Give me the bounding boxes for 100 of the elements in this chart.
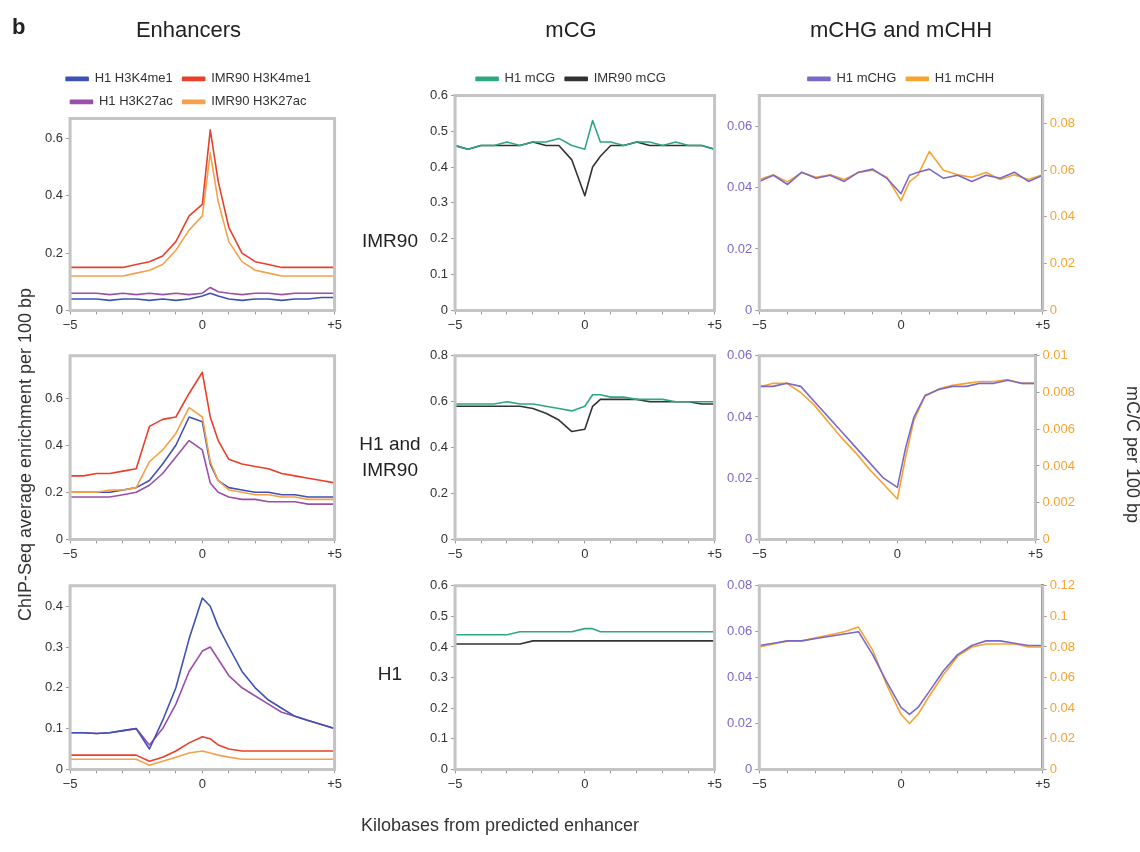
y-tick-label: 0.02	[726, 240, 753, 256]
y-tick-label: 0	[745, 530, 753, 546]
y2-axis-title: mC/C per 100 bp	[1121, 384, 1140, 526]
x-tick-label: 0	[897, 316, 905, 332]
x-tick-label: 0	[581, 775, 589, 791]
y-tick-label: 0.4	[429, 439, 449, 455]
x-tick-label: 0	[198, 545, 206, 561]
y2-tick-label: 0.1	[1049, 607, 1068, 623]
x-tick-label: +5	[707, 316, 722, 332]
x-tick-label: 0	[897, 775, 905, 791]
legend-label: IMR90 mCG	[593, 70, 666, 86]
y-tick-label: 0	[55, 760, 64, 776]
x-tick-label: +5	[1035, 316, 1051, 332]
y-tick-label: 0.02	[726, 715, 753, 731]
y-tick-label: 0.6	[429, 86, 449, 102]
y-tick-label: 0.2	[44, 483, 64, 499]
y-tick-label: 0.1	[429, 266, 449, 282]
x-tick-label: 0	[198, 775, 206, 791]
x-axis-title: Kilobases from predicted enhancer	[359, 815, 641, 836]
legend-label: H1 mCHH	[934, 70, 995, 86]
text: b	[12, 14, 26, 40]
y2-tick-label: 0.06	[1049, 669, 1076, 685]
x-tick-label: +5	[1035, 775, 1051, 791]
y2-tick-label: 0.08	[1049, 638, 1076, 654]
y-tick-label: 0.06	[726, 347, 753, 363]
x-tick-label: +5	[1028, 545, 1043, 561]
y-tick-label: 0	[745, 760, 753, 776]
x-tick-label: −5	[447, 316, 463, 332]
y-tick-label: 0	[440, 530, 449, 546]
y2-tick-label: 0.002	[1042, 494, 1076, 510]
x-tick-label: −5	[751, 316, 767, 332]
x-tick-label: −5	[447, 545, 463, 561]
legend-label: H1 H3K4me1	[94, 70, 173, 86]
text: H1 and IMR90	[358, 432, 422, 482]
y2-tick-label: 0.02	[1049, 730, 1076, 746]
y2-tick-label: 0.006	[1042, 420, 1076, 436]
y-tick-label: 0.6	[429, 577, 449, 593]
x-tick-label: +5	[707, 545, 722, 561]
y-tick-label: 0.04	[726, 669, 753, 685]
y2-tick-label: 0	[1049, 760, 1057, 776]
y-tick-label: 0.4	[429, 638, 449, 654]
y-tick-label: 0.1	[44, 720, 64, 736]
y-axis-title: ChIP-Seq average enrichment per 100 bp	[14, 286, 36, 624]
y2-tick-label: 0.004	[1042, 457, 1076, 473]
legend-label: IMR90 H3K4me1	[211, 70, 311, 86]
y-tick-label: 0.6	[44, 389, 64, 405]
y-tick-label: 0.5	[429, 122, 449, 138]
y-tick-label: 0.08	[726, 577, 753, 593]
x-tick-label: −5	[62, 775, 78, 791]
y-tick-label: 0.4	[44, 597, 64, 613]
y2-tick-label: 0.12	[1049, 577, 1076, 593]
chart-title: Enhancers	[135, 17, 242, 43]
x-tick-label: +5	[327, 775, 342, 791]
y-tick-label: 0.1	[429, 730, 449, 746]
y-tick-label: 0	[440, 760, 449, 776]
y-tick-label: 0.8	[429, 347, 449, 363]
y2-tick-label: 0.01	[1042, 347, 1068, 363]
y-tick-label: 0.5	[429, 607, 449, 623]
x-tick-label: +5	[327, 316, 342, 332]
y-tick-label: 0.2	[44, 679, 64, 695]
x-tick-label: −5	[751, 775, 767, 791]
x-tick-label: +5	[327, 545, 342, 561]
y-tick-label: 0	[55, 301, 64, 317]
y-tick-label: 0.6	[429, 393, 449, 409]
y2-tick-label: 0.008	[1042, 384, 1076, 400]
x-tick-label: −5	[62, 316, 78, 332]
y2-tick-label: 0.04	[1049, 699, 1076, 715]
y-tick-label: 0.02	[726, 469, 753, 485]
legend-label: H1 mCHG	[836, 70, 897, 86]
y-tick-label: 0.04	[726, 179, 753, 195]
y-tick-label: 0.06	[726, 117, 753, 133]
legend-label: H1 H3K27ac	[98, 93, 174, 109]
x-tick-label: +5	[707, 775, 722, 791]
y-tick-label: 0.3	[429, 669, 449, 685]
legend-label: IMR90 H3K27ac	[211, 93, 308, 109]
y2-tick-label: 0	[1042, 530, 1050, 546]
y-tick-label: 0.04	[726, 408, 753, 424]
y-tick-label: 0.4	[44, 436, 64, 452]
chart-title: mCG	[545, 17, 597, 43]
y-tick-label: 0.4	[44, 187, 64, 203]
y2-tick-label: 0.02	[1049, 255, 1076, 271]
x-tick-label: −5	[62, 545, 78, 561]
y2-tick-label: 0	[1049, 301, 1057, 317]
text: H1	[376, 662, 404, 686]
y-tick-label: 0.3	[44, 638, 64, 654]
x-tick-label: 0	[198, 316, 206, 332]
x-tick-label: 0	[581, 316, 589, 332]
x-tick-label: −5	[751, 545, 767, 561]
y-tick-label: 0.2	[429, 485, 449, 501]
y2-tick-label: 0.08	[1049, 115, 1076, 131]
y-tick-label: 0	[55, 530, 64, 546]
x-tick-label: 0	[893, 545, 901, 561]
y-tick-label: 0.2	[44, 244, 64, 260]
x-tick-label: −5	[447, 775, 463, 791]
chart-title: mCHG and mCHH	[809, 17, 993, 43]
y-tick-label: 0.2	[429, 230, 449, 246]
y-tick-label: 0	[440, 301, 449, 317]
y-tick-label: 0.3	[429, 194, 449, 210]
y2-tick-label: 0.04	[1049, 208, 1076, 224]
y-tick-label: 0.2	[429, 699, 449, 715]
